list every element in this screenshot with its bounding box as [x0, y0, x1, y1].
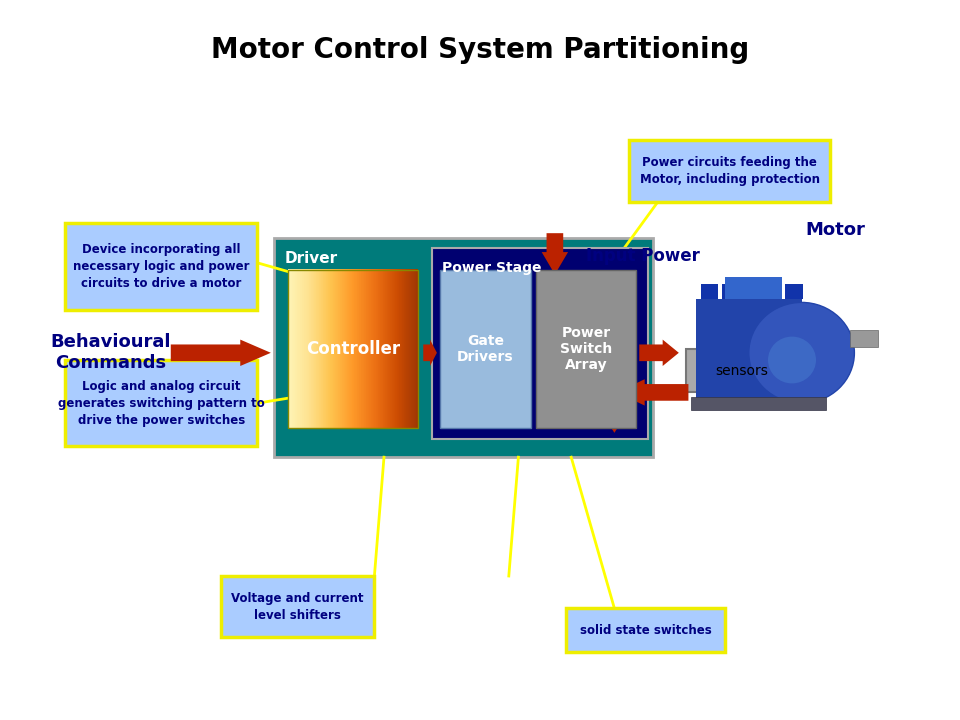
- Bar: [764, 284, 781, 299]
- Bar: [701, 284, 718, 299]
- Text: Motor: Motor: [805, 222, 865, 239]
- Text: Device incorporating all
necessary logic and power
circuits to drive a motor: Device incorporating all necessary logic…: [73, 243, 250, 290]
- Ellipse shape: [749, 302, 854, 403]
- Bar: [785, 284, 803, 299]
- FancyBboxPatch shape: [725, 277, 782, 299]
- FancyBboxPatch shape: [440, 270, 531, 428]
- FancyBboxPatch shape: [65, 360, 257, 446]
- FancyBboxPatch shape: [696, 299, 802, 407]
- FancyBboxPatch shape: [566, 608, 725, 652]
- Text: Gate
Drivers: Gate Drivers: [457, 334, 514, 364]
- Text: Controller: Controller: [305, 340, 400, 358]
- Ellipse shape: [768, 336, 816, 383]
- Bar: [743, 284, 760, 299]
- Text: solid state switches: solid state switches: [580, 624, 711, 636]
- Text: sensors: sensors: [715, 364, 768, 378]
- FancyBboxPatch shape: [65, 223, 257, 310]
- FancyBboxPatch shape: [686, 349, 797, 392]
- Text: Driver: Driver: [285, 251, 338, 266]
- Text: Motor Control System Partitioning: Motor Control System Partitioning: [211, 37, 749, 64]
- FancyBboxPatch shape: [274, 238, 653, 457]
- FancyBboxPatch shape: [691, 397, 826, 410]
- FancyBboxPatch shape: [221, 576, 374, 637]
- Text: Logic and analog circuit
generates switching pattern to
drive the power switches: Logic and analog circuit generates switc…: [58, 379, 265, 427]
- Bar: [722, 284, 739, 299]
- Text: Voltage and current
level shifters: Voltage and current level shifters: [231, 592, 364, 621]
- FancyBboxPatch shape: [432, 248, 648, 439]
- FancyBboxPatch shape: [536, 270, 636, 428]
- Text: Power circuits feeding the
Motor, including protection: Power circuits feeding the Motor, includ…: [639, 156, 820, 186]
- Text: Power Stage: Power Stage: [442, 261, 541, 275]
- Text: Power
Switch
Array: Power Switch Array: [560, 326, 612, 372]
- Text: Input Power: Input Power: [586, 246, 700, 264]
- Bar: [850, 330, 878, 347]
- Text: Behavioural
Commands: Behavioural Commands: [50, 333, 171, 372]
- FancyBboxPatch shape: [629, 140, 830, 202]
